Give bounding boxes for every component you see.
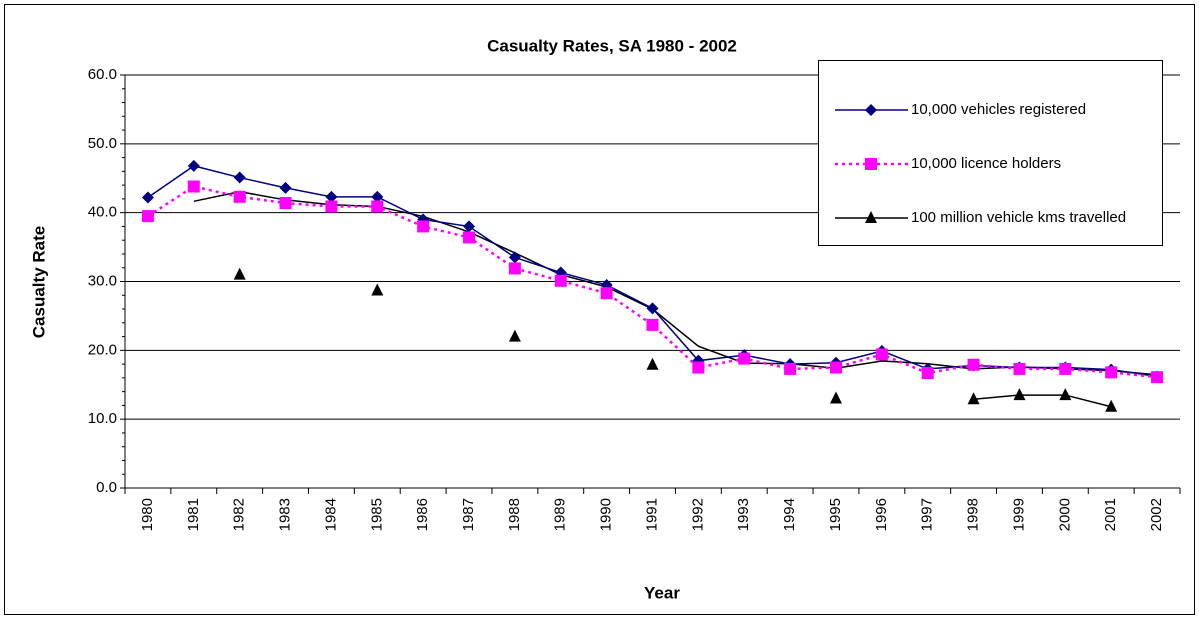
- marker: [508, 329, 521, 342]
- x-tick-label: 1985: [368, 498, 385, 531]
- marker: [646, 318, 659, 331]
- marker: [829, 391, 842, 404]
- marker: [865, 158, 877, 170]
- x-tick-label: 1998: [965, 498, 982, 531]
- marker: [1105, 399, 1118, 412]
- marker: [141, 210, 154, 223]
- marker: [967, 392, 980, 405]
- legend-box: [818, 60, 1163, 246]
- marker: [921, 367, 934, 380]
- x-tick-label: 1980: [139, 498, 156, 531]
- x-tick-label: 1997: [919, 498, 936, 531]
- x-tick-label: 1992: [689, 498, 706, 531]
- legend-label: 10,000 vehicles registered: [911, 101, 1086, 118]
- marker: [784, 362, 797, 375]
- x-tick-label: 1988: [506, 498, 523, 531]
- marker: [463, 231, 476, 244]
- marker: [233, 267, 246, 280]
- marker: [1013, 388, 1026, 401]
- series-line: [973, 394, 1112, 408]
- x-tick-label: 1996: [873, 498, 890, 531]
- marker: [508, 251, 521, 264]
- x-tick-label: 1984: [322, 498, 339, 531]
- legend-label: 100 million vehicle kms travelled: [911, 209, 1126, 226]
- marker: [233, 190, 246, 203]
- x-tick-label: 1991: [643, 498, 660, 531]
- y-tick-label: 0.0: [96, 479, 117, 496]
- marker: [1151, 371, 1164, 384]
- marker: [1013, 362, 1026, 375]
- y-tick-label: 20.0: [88, 341, 117, 358]
- x-tick-label: 2000: [1056, 498, 1073, 531]
- marker: [187, 180, 200, 193]
- x-tick-label: 2002: [1148, 498, 1165, 531]
- marker: [829, 361, 842, 374]
- y-tick-label: 50.0: [88, 135, 117, 152]
- marker: [600, 287, 613, 300]
- marker: [141, 191, 154, 204]
- marker: [325, 190, 338, 203]
- y-axis-label: Casualty Rate: [29, 226, 48, 338]
- marker: [554, 274, 567, 287]
- marker: [371, 190, 384, 203]
- marker: [1059, 362, 1072, 375]
- series-line: [147, 185, 1158, 379]
- x-tick-label: 1987: [460, 498, 477, 531]
- x-tick-label: 1993: [735, 498, 752, 531]
- marker: [692, 361, 705, 374]
- legend-label: 10,000 licence holders: [911, 155, 1061, 172]
- y-tick-label: 40.0: [88, 204, 117, 221]
- marker: [417, 220, 430, 233]
- x-tick-label: 1989: [552, 498, 569, 531]
- x-axis-label: Year: [644, 583, 680, 602]
- marker: [371, 200, 384, 213]
- marker: [646, 302, 659, 315]
- x-tick-label: 1982: [231, 498, 248, 531]
- y-tick-label: 30.0: [88, 272, 117, 289]
- x-tick-label: 1999: [1010, 498, 1027, 531]
- x-tick-label: 1983: [277, 498, 294, 531]
- marker: [875, 348, 888, 361]
- marker: [279, 181, 292, 194]
- marker: [508, 262, 521, 275]
- marker: [233, 171, 246, 184]
- x-tick-label: 2001: [1102, 498, 1119, 531]
- x-tick-label: 1990: [598, 498, 615, 531]
- y-tick-label: 10.0: [88, 410, 117, 427]
- marker: [1059, 388, 1072, 401]
- marker: [371, 283, 384, 296]
- marker: [967, 358, 980, 371]
- chart-title: Casualty Rates, SA 1980 - 2002: [487, 36, 737, 55]
- marker: [865, 104, 877, 116]
- marker: [865, 211, 877, 223]
- x-tick-label: 1994: [781, 498, 798, 531]
- marker: [646, 357, 659, 370]
- marker: [738, 352, 751, 365]
- marker: [463, 220, 476, 233]
- marker: [1105, 366, 1118, 379]
- x-tick-label: 1986: [414, 498, 431, 531]
- y-tick-label: 60.0: [88, 66, 117, 83]
- marker: [325, 200, 338, 213]
- marker: [187, 159, 200, 172]
- x-tick-label: 1995: [827, 498, 844, 531]
- x-tick-label: 1981: [185, 498, 202, 531]
- marker: [279, 197, 292, 210]
